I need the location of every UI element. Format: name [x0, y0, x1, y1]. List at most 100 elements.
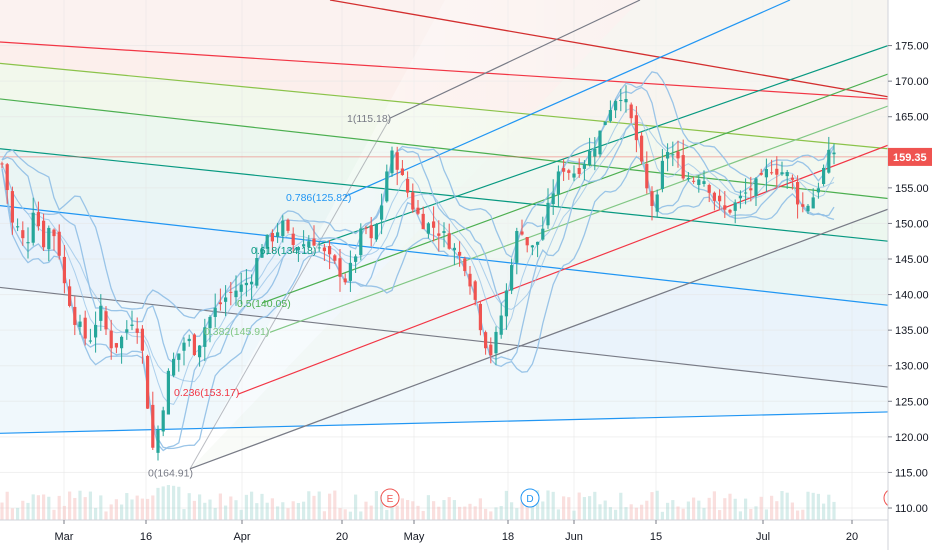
candle-body [73, 306, 77, 325]
candle-body [192, 334, 196, 355]
candle-body [707, 185, 711, 193]
candle [109, 319, 113, 360]
candle-body [16, 226, 20, 228]
last-price-badge [888, 147, 932, 166]
volume-bar [499, 506, 503, 520]
candle [780, 161, 784, 176]
candle-body [827, 149, 831, 173]
candle [520, 219, 524, 236]
volume-bar [47, 496, 51, 520]
candle [177, 353, 181, 372]
candle [213, 293, 217, 328]
fan-wedge-fade [190, 0, 640, 469]
volume-bar [593, 491, 597, 520]
volume-bar [312, 495, 316, 520]
candle [692, 177, 696, 184]
volume-bar [109, 504, 113, 520]
x-tick-label: 16 [140, 531, 152, 543]
volume-bar [458, 506, 462, 520]
candle-body [520, 231, 524, 235]
volume-bar [244, 494, 248, 520]
candle [572, 165, 576, 182]
candle [421, 206, 425, 230]
candle [359, 223, 363, 261]
candle [588, 137, 592, 167]
candle [442, 222, 446, 248]
candle [166, 368, 170, 415]
candle-body [177, 353, 181, 360]
x-tick-label: 20 [336, 531, 348, 543]
candle [114, 342, 118, 354]
volume-bar [806, 491, 810, 520]
volume-bar [645, 500, 649, 520]
volume-bar [400, 498, 404, 520]
candle-body [203, 327, 207, 347]
volume-bar [317, 491, 321, 520]
candle [395, 146, 399, 186]
volume-bar [135, 495, 139, 520]
candle-body [234, 290, 238, 298]
candle-body [629, 104, 633, 119]
candle-body [146, 355, 150, 409]
volume-bar [83, 497, 87, 520]
event-circle[interactable] [380, 488, 400, 508]
candle [16, 218, 20, 232]
candle [478, 301, 482, 336]
volume-bar [790, 502, 794, 520]
volume-bar [104, 511, 108, 520]
candle [790, 174, 794, 190]
volume-bar [198, 494, 202, 520]
volume-bar [156, 487, 160, 520]
volume-bar [541, 501, 545, 520]
candle-body [473, 281, 477, 300]
candle [640, 132, 644, 165]
volume-bar [478, 498, 482, 520]
volume-bar [250, 491, 254, 520]
candle [759, 168, 763, 176]
candle-body [728, 209, 732, 213]
candle-body [317, 247, 321, 249]
event-marker-e[interactable]: E [380, 488, 400, 508]
candle [328, 240, 332, 270]
event-marker-d[interactable]: D [520, 488, 540, 508]
volume-bar [52, 509, 56, 520]
band-line [1, 155, 835, 450]
volume-bar [192, 500, 196, 520]
candle [36, 201, 40, 231]
candle-body [42, 220, 46, 248]
candle-body [291, 233, 295, 245]
candle [686, 172, 690, 182]
candle [322, 243, 326, 261]
candle-body [36, 212, 40, 227]
candle-body [458, 251, 462, 256]
candle-body [593, 148, 597, 157]
candle-body [104, 311, 108, 330]
candle-body [546, 202, 550, 226]
volume-bar [120, 504, 124, 520]
plot-area: 0(164.91) 0.236(153.17) 0.382(145.91) 0.5(1… [0, 0, 888, 520]
candle [510, 258, 514, 295]
volume-bar [764, 509, 768, 520]
candle [146, 354, 150, 409]
candle [822, 164, 826, 187]
candle [770, 159, 774, 175]
y-tick-label: 165.00 [895, 112, 929, 124]
y-tick-label: 155.00 [895, 183, 929, 195]
volume-bar [177, 486, 181, 520]
candle [525, 236, 529, 253]
candle-body [307, 241, 311, 248]
volume-bar [296, 502, 300, 520]
x-tick-label: 15 [650, 531, 662, 543]
volume-bar [125, 493, 129, 520]
candle [749, 176, 753, 202]
candle [666, 143, 670, 172]
candle [260, 243, 264, 259]
volume-bar [62, 505, 66, 520]
candle-body [302, 244, 306, 247]
volume-bar [291, 501, 295, 520]
fan-line-down [0, 411, 888, 434]
candle-body [411, 192, 415, 210]
candle-body [723, 205, 727, 210]
event-circle[interactable] [520, 488, 540, 508]
volume-bar [359, 511, 363, 520]
